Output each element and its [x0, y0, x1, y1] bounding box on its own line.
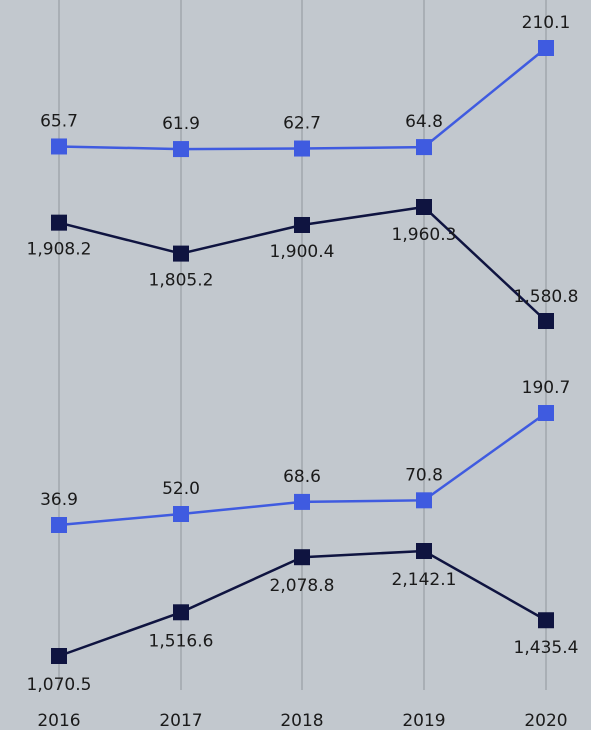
- data-label: 1,908.2: [27, 240, 92, 260]
- data-point-marker: [416, 492, 432, 508]
- data-label: 70.8: [405, 465, 443, 485]
- data-label: 1,070.5: [27, 675, 92, 695]
- data-label: 68.6: [283, 467, 321, 487]
- data-point-marker: [294, 141, 310, 157]
- data-point-marker: [51, 138, 67, 154]
- data-point-marker: [51, 648, 67, 664]
- data-point-marker: [538, 612, 554, 628]
- data-point-marker: [173, 506, 189, 522]
- data-point-marker: [416, 543, 432, 559]
- data-point-marker: [538, 313, 554, 329]
- data-label: 210.1: [522, 13, 571, 33]
- data-label: 1,960.3: [392, 225, 457, 245]
- data-point-marker: [173, 604, 189, 620]
- data-point-marker: [538, 40, 554, 56]
- data-label: 65.7: [40, 111, 78, 131]
- data-label: 190.7: [522, 378, 571, 398]
- data-point-marker: [294, 494, 310, 510]
- x-tick-label: 2020: [524, 711, 567, 730]
- data-point-marker: [173, 141, 189, 157]
- data-label: 52.0: [162, 479, 200, 499]
- data-point-marker: [294, 549, 310, 565]
- top-series-1: 65.7 61.9 62.7 64.8 210.1: [40, 13, 570, 157]
- data-label: 1,516.6: [149, 631, 214, 651]
- data-label: 1,805.2: [149, 271, 214, 291]
- x-tick-label: 2016: [37, 711, 80, 730]
- data-label: 62.7: [283, 114, 321, 134]
- data-label: 61.9: [162, 114, 200, 134]
- data-label: 2,142.1: [392, 570, 457, 590]
- data-point-marker: [416, 139, 432, 155]
- bottom-series-1: 36.9 52.0 68.6 70.8 190.7: [40, 378, 570, 533]
- x-axis: 2016 2017 2018 2019 2020: [37, 711, 567, 730]
- data-label: 36.9: [40, 490, 78, 510]
- data-label: 2,078.8: [270, 576, 335, 596]
- x-tick-label: 2019: [402, 711, 445, 730]
- x-tick-label: 2017: [159, 711, 202, 730]
- data-point-marker: [51, 517, 67, 533]
- x-tick-label: 2018: [280, 711, 323, 730]
- data-point-marker: [294, 217, 310, 233]
- data-point-marker: [538, 405, 554, 421]
- data-point-marker: [51, 215, 67, 231]
- data-point-marker: [173, 246, 189, 262]
- data-label: 1,900.4: [270, 242, 335, 262]
- data-label: 64.8: [405, 112, 443, 132]
- data-label: 1,580.8: [514, 287, 579, 307]
- data-point-marker: [416, 199, 432, 215]
- data-label: 1,435.4: [514, 638, 579, 658]
